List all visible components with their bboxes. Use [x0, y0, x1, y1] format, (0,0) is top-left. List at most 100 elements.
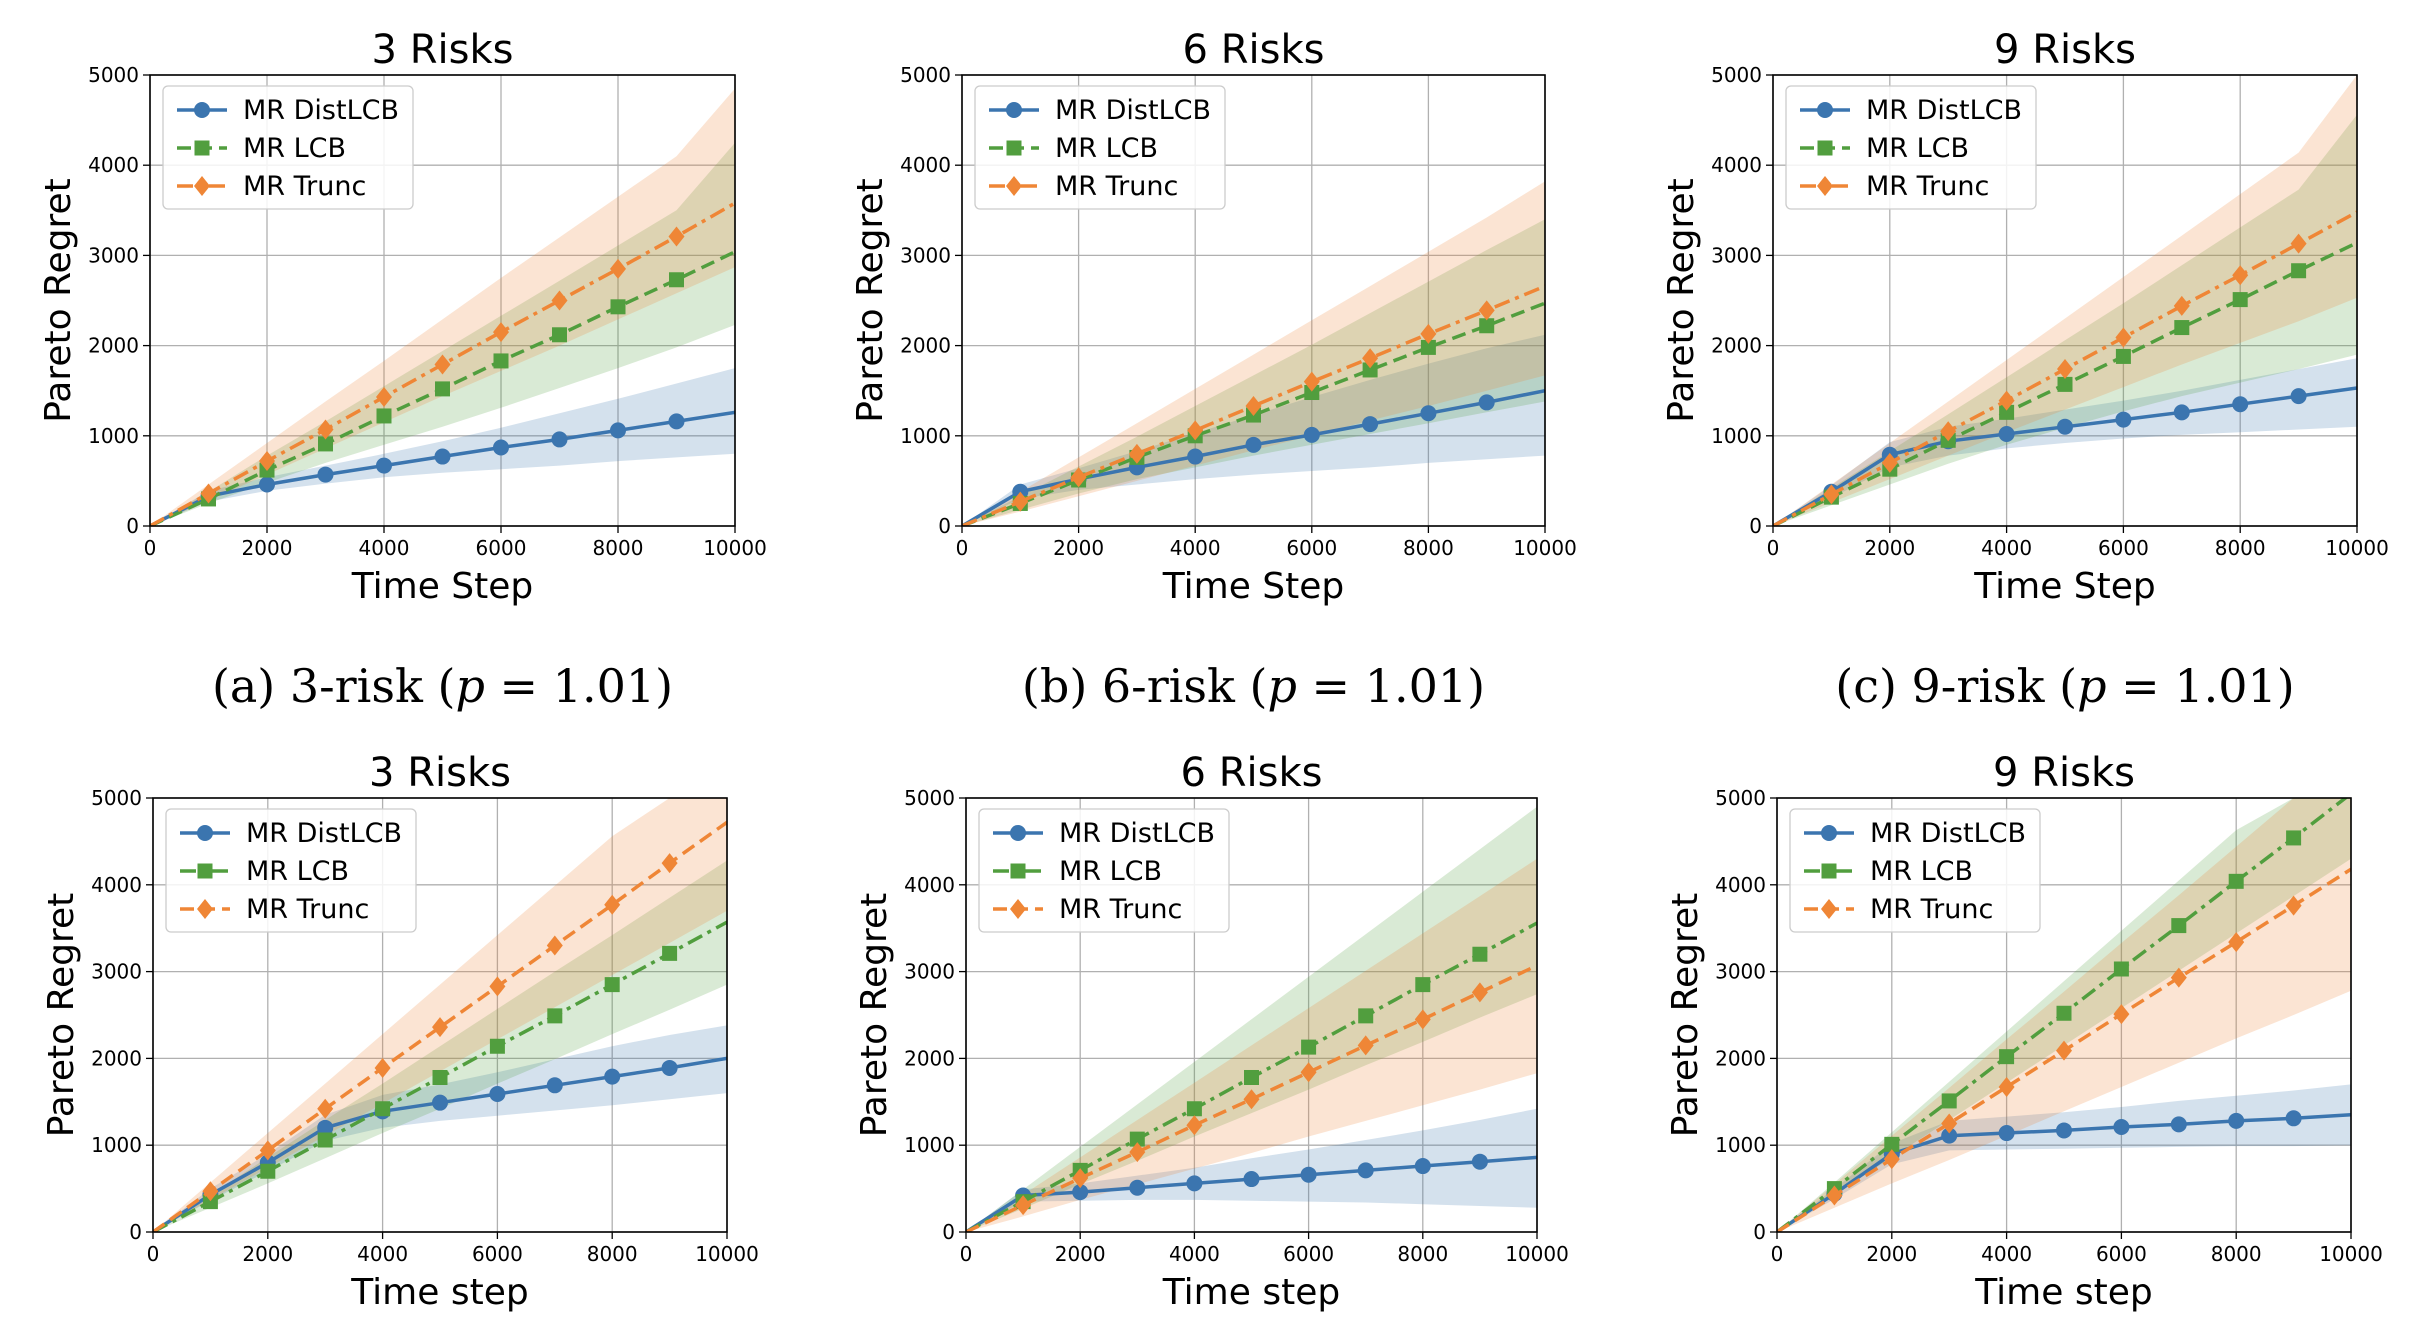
x-tick-label: 10000 [2319, 1242, 2383, 1266]
data-point [668, 413, 685, 430]
x-tick-label: 4000 [359, 536, 410, 560]
data-point [2228, 932, 2245, 953]
data-point [317, 1098, 334, 1119]
legend: MR DistLCB MR LCB MR Trunc [1785, 85, 2037, 210]
data-point [1303, 426, 1320, 443]
x-tick-label: 8000 [593, 536, 644, 560]
legend-marker [194, 176, 210, 196]
data-point [1479, 318, 1495, 334]
chart-title: 9 Risks [1994, 27, 2136, 73]
legend-marker [194, 102, 210, 118]
data-point [2170, 1116, 2187, 1133]
x-tick-label: 4000 [357, 1242, 408, 1266]
caption-prefix: (c) 9-risk ( [1835, 659, 2077, 713]
data-point [202, 1194, 218, 1210]
data-point [2113, 961, 2129, 977]
data-point [1471, 982, 1488, 1003]
confidence-band-1 [962, 334, 1545, 526]
data-point [432, 1017, 448, 1038]
data-point [2286, 830, 2302, 846]
data-point [1998, 390, 2015, 411]
confidence-band-2 [962, 219, 1545, 526]
y-tick-label: 5000 [904, 786, 955, 810]
data-point [200, 483, 217, 504]
legend-marker [1006, 102, 1022, 118]
data-point [2171, 918, 2187, 934]
data-point [1187, 420, 1204, 441]
data-point [376, 457, 392, 474]
legend-label: MR DistLCB [1866, 95, 2022, 126]
legend-marker [197, 899, 213, 919]
data-point [1881, 452, 1898, 473]
y-tick-label: 5000 [1715, 786, 1766, 810]
data-point [1940, 421, 1957, 442]
data-point [1362, 416, 1379, 433]
data-point [1072, 1168, 1089, 1189]
data-point [260, 1163, 276, 1179]
x-tick-label: 2000 [1864, 536, 1915, 560]
data-point [2056, 1005, 2072, 1021]
x-tick-label: 10000 [703, 536, 767, 560]
data-point [2232, 396, 2249, 413]
legend-label: MR Trunc [243, 171, 366, 202]
caption-prefix: (a) 3-risk ( [212, 659, 456, 713]
data-point [1478, 300, 1495, 321]
data-point [1245, 436, 1262, 453]
y-tick-label: 1000 [88, 424, 139, 448]
plot-area [150, 88, 735, 526]
data-point [552, 327, 567, 343]
x-tick-label: 6000 [2096, 1242, 2147, 1266]
legend-marker [1006, 140, 1022, 156]
x-tick-label: 6000 [2098, 536, 2149, 560]
y-axis-label: Pareto Regret [38, 178, 79, 423]
caption-variable: p [2077, 659, 2106, 713]
data-point [2228, 1112, 2245, 1129]
data-point [2115, 327, 2132, 348]
legend-label: MR DistLCB [1870, 818, 2026, 849]
data-point [1362, 362, 1378, 378]
data-point [2285, 895, 2302, 916]
data-point [610, 258, 626, 279]
data-point [1478, 394, 1495, 411]
legend-box [1785, 85, 2037, 210]
legend-label: MR LCB [1866, 133, 1969, 164]
data-point [2290, 388, 2307, 405]
legend: MR DistLCB MR LCB MR Trunc [974, 85, 1226, 210]
plot-frame [149, 74, 736, 527]
legend-marker [1817, 140, 1833, 156]
caption-variable: p [1267, 659, 1296, 713]
data-point [1414, 1009, 1431, 1030]
legend-box [162, 85, 414, 210]
series-line-3 [153, 820, 727, 1232]
plot-frame [1776, 797, 2352, 1233]
y-tick-label: 0 [942, 1220, 955, 1244]
plot-frame [965, 797, 1538, 1233]
y-tick-label: 5000 [900, 63, 951, 87]
y-tick-label: 4000 [1711, 153, 1762, 177]
legend-marker [197, 863, 213, 879]
data-point [1072, 1184, 1089, 1201]
data-point [1999, 1049, 2015, 1065]
data-point [2113, 1004, 2130, 1025]
data-point [2057, 418, 2073, 435]
data-point [1941, 1127, 1958, 1144]
data-point [1941, 1093, 1957, 1109]
y-axis-label: Pareto Regret [41, 893, 82, 1138]
legend-label: MR LCB [243, 133, 346, 164]
y-tick-label: 3000 [904, 960, 955, 984]
confidence-band-2 [150, 142, 735, 526]
data-point [1186, 1101, 1202, 1117]
x-tick-label: 2000 [1866, 1242, 1917, 1266]
y-tick-label: 3000 [1711, 243, 1762, 267]
data-point [2285, 1110, 2302, 1127]
data-point [1420, 323, 1437, 344]
y-axis-label: Pareto Regret [1665, 893, 1706, 1138]
legend-label: MR Trunc [1870, 894, 1993, 925]
legend-box [974, 85, 1226, 210]
plot-frame [1772, 74, 2358, 527]
x-tick-label: 2000 [242, 1242, 293, 1266]
data-point [604, 1068, 621, 1085]
legend-label: MR LCB [1055, 133, 1158, 164]
subfigure-caption: (c) 9-risk (p = 1.01) [1835, 659, 2294, 713]
legend-label: MR Trunc [1059, 894, 1182, 925]
